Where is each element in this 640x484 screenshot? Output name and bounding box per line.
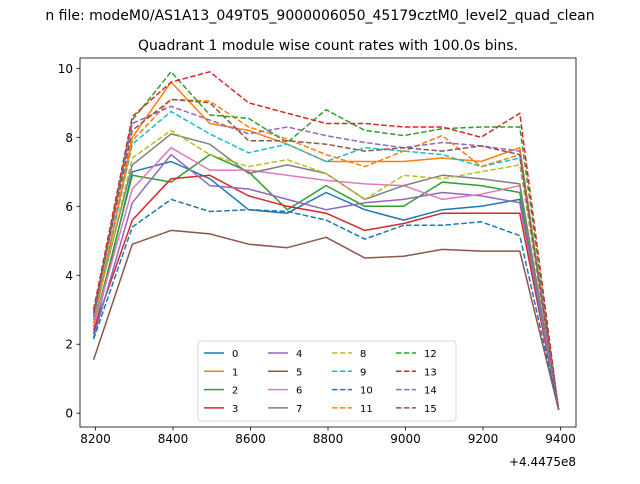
x-tick-label: 8400	[158, 432, 189, 446]
x-tick-label: 9000	[390, 432, 421, 446]
series-line-11	[92, 98, 560, 410]
legend-label: 4	[296, 349, 302, 360]
y-axis-ticks: 0 2 4 6 8 10	[58, 62, 80, 421]
series-line-13	[92, 71, 560, 410]
x-axis-offset-label: +4.4475e8	[509, 455, 576, 469]
legend-label: 0	[232, 349, 238, 360]
series-line-9	[92, 110, 560, 410]
x-tick-label: 8800	[313, 432, 344, 446]
legend-label: 8	[360, 349, 366, 360]
legend-label: 14	[424, 386, 437, 397]
legend-label: 1	[232, 367, 238, 378]
y-tick-label: 6	[65, 200, 73, 214]
legend-label: 9	[360, 367, 366, 378]
figure-suptitle: n file: modeM0/AS1A13_049T05_9000006050_…	[45, 8, 594, 24]
legend-label: 7	[296, 404, 302, 415]
x-tick-label: 9200	[468, 432, 499, 446]
series-line-5	[92, 229, 560, 410]
y-tick-label: 2	[65, 338, 73, 352]
legend-label: 5	[296, 367, 302, 378]
series-line-4	[92, 153, 560, 410]
x-tick-label: 8600	[235, 432, 266, 446]
y-tick-label: 10	[58, 62, 73, 76]
series-line-0	[92, 160, 560, 410]
series-line-2	[92, 153, 560, 410]
series-line-12	[92, 71, 560, 410]
series-line-8	[92, 129, 560, 410]
y-tick-label: 4	[65, 269, 73, 283]
series-line-15	[92, 98, 560, 410]
legend-label: 2	[232, 386, 238, 397]
legend-label: 13	[424, 367, 437, 378]
series-line-10	[92, 198, 560, 410]
legend-label: 12	[424, 349, 437, 360]
x-tick-label: 8200	[80, 432, 111, 446]
legend-label: 3	[232, 404, 238, 415]
y-tick-label: 0	[65, 407, 73, 421]
chart-title: Quadrant 1 module wise count rates with …	[138, 38, 518, 54]
legend-label: 6	[296, 386, 302, 397]
series-line-6	[92, 146, 560, 410]
plot-lines	[92, 71, 560, 410]
legend-label: 11	[360, 404, 373, 415]
legend-box	[197, 340, 457, 422]
legend-label: 10	[360, 386, 373, 397]
legend-label: 15	[424, 404, 437, 415]
y-tick-label: 8	[65, 131, 73, 145]
x-tick-label: 9400	[545, 432, 576, 446]
series-line-3	[92, 174, 560, 410]
x-axis-ticks: 8200 8400 8600 8800 9000 9200 9400	[80, 427, 576, 446]
